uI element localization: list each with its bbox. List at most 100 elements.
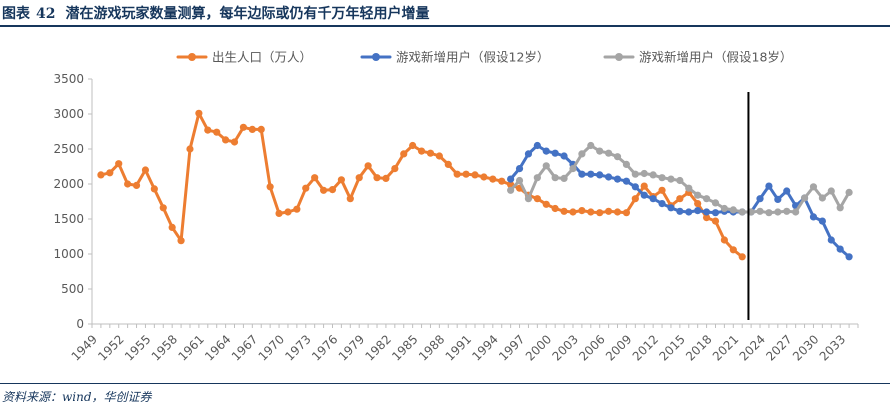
x-tick-label: 1976	[309, 332, 340, 363]
x-tick-label: 1988	[416, 332, 447, 363]
series-2-point	[827, 236, 835, 244]
x-tick-label: 1979	[336, 332, 367, 363]
series-1-point	[471, 171, 479, 179]
series-2-point	[507, 175, 515, 183]
series-1-point	[533, 195, 541, 203]
series-3-point	[685, 184, 693, 192]
series-3-point	[613, 153, 622, 161]
series-3-point	[729, 206, 737, 214]
series-1-point	[186, 145, 194, 153]
series-1-point	[711, 217, 720, 225]
series-2-point	[676, 207, 684, 215]
series-3-point	[783, 207, 791, 215]
series-3-point	[596, 147, 604, 155]
series-3-point	[676, 176, 684, 185]
series-1-point	[230, 138, 239, 146]
y-tick-label: 0	[76, 317, 84, 331]
series-1-point	[302, 184, 310, 192]
series-1-point	[453, 170, 461, 178]
series-3-point	[551, 174, 559, 182]
x-tick-label: 1949	[69, 332, 100, 363]
series-1-point	[177, 237, 185, 245]
series-1-point	[293, 205, 301, 213]
series-3-point	[658, 174, 666, 182]
series-2-point	[667, 204, 675, 212]
series-1-point	[578, 207, 586, 215]
series-1-point	[417, 147, 426, 155]
series-1-point	[266, 183, 274, 191]
series-2-point	[685, 208, 693, 216]
series-1-point	[97, 171, 105, 179]
series-2-point	[809, 213, 818, 221]
series-3-point	[507, 186, 515, 194]
series-1-point	[355, 174, 363, 182]
series-3-point	[533, 174, 541, 182]
series-3-point	[800, 194, 809, 202]
series-2-point	[578, 170, 586, 178]
series-2-point	[818, 217, 826, 225]
series-3-point	[667, 175, 675, 183]
series-1-point	[426, 149, 435, 157]
series-1-point	[587, 208, 595, 216]
series-1-point	[729, 246, 737, 254]
series-1-point	[115, 160, 123, 168]
legend-label-2: 游戏新增用户（假设12岁）	[396, 50, 549, 65]
series-2-point	[836, 245, 844, 253]
y-tick-label: 3000	[53, 107, 84, 121]
series-1-point	[222, 136, 230, 144]
line-chart: 0 500 1000 1500 2000 2500 3000 3500 194919521955…	[53, 50, 859, 364]
series-3-point	[631, 170, 639, 178]
series-2-point	[649, 195, 657, 203]
x-tick-label: 2030	[790, 332, 821, 363]
series-2-point	[524, 150, 533, 158]
x-tick-label: 2027	[763, 332, 794, 363]
x-tick-label: 1967	[229, 332, 260, 363]
series-2-point	[756, 195, 764, 203]
series-1-point	[400, 150, 408, 158]
series-3-point	[774, 208, 782, 216]
series-1-point	[658, 186, 666, 194]
series-3-point	[845, 188, 853, 196]
series-2-point	[783, 187, 791, 195]
y-tick-label: 1500	[53, 212, 84, 226]
x-tick-label: 1985	[389, 332, 420, 363]
series-2-point	[640, 191, 648, 199]
series-1-point	[141, 166, 150, 174]
series-1-point	[319, 186, 328, 194]
series-2-point	[542, 147, 550, 155]
x-tick-label: 1970	[256, 332, 287, 363]
series-1-point	[275, 209, 283, 217]
series-3-point	[711, 199, 720, 207]
series-1-point	[551, 204, 559, 213]
series-2-point	[765, 182, 773, 190]
series-2-point	[702, 208, 711, 216]
y-tick-label: 2000	[53, 177, 84, 191]
x-tick-label: 2018	[683, 332, 714, 363]
series-2-point	[694, 207, 702, 215]
legend-marker-1	[188, 53, 196, 61]
x-tick-label: 1964	[202, 332, 233, 363]
series-2-point	[533, 141, 541, 150]
series-2-point	[774, 195, 782, 203]
series-2-point	[711, 209, 720, 217]
series-1-point	[204, 126, 212, 134]
x-tick-label: 2012	[630, 332, 661, 363]
series-1-point	[640, 182, 648, 190]
x-tick-label: 1997	[496, 332, 527, 363]
series-1-point	[560, 207, 568, 215]
series-1-point	[605, 207, 613, 215]
x-tick-label: 2000	[523, 332, 554, 363]
series-3-point	[515, 176, 524, 185]
legend-label-3: 游戏新增用户（假设18岁）	[639, 50, 792, 65]
series-1-point	[622, 209, 631, 217]
x-tick-label: 1991	[443, 332, 474, 363]
figure-label: 图表	[2, 6, 30, 22]
series-1-point	[569, 208, 577, 216]
series-1-point	[311, 174, 319, 182]
series-1-point	[257, 125, 265, 133]
series-1-point	[373, 174, 381, 182]
title-rule	[0, 25, 890, 27]
series-1-point	[150, 185, 158, 193]
series-3-point	[827, 187, 835, 195]
figure-title-text: 潜在游戏玩家数量测算，每年边际或仍有千万年轻用户增量	[65, 6, 430, 22]
